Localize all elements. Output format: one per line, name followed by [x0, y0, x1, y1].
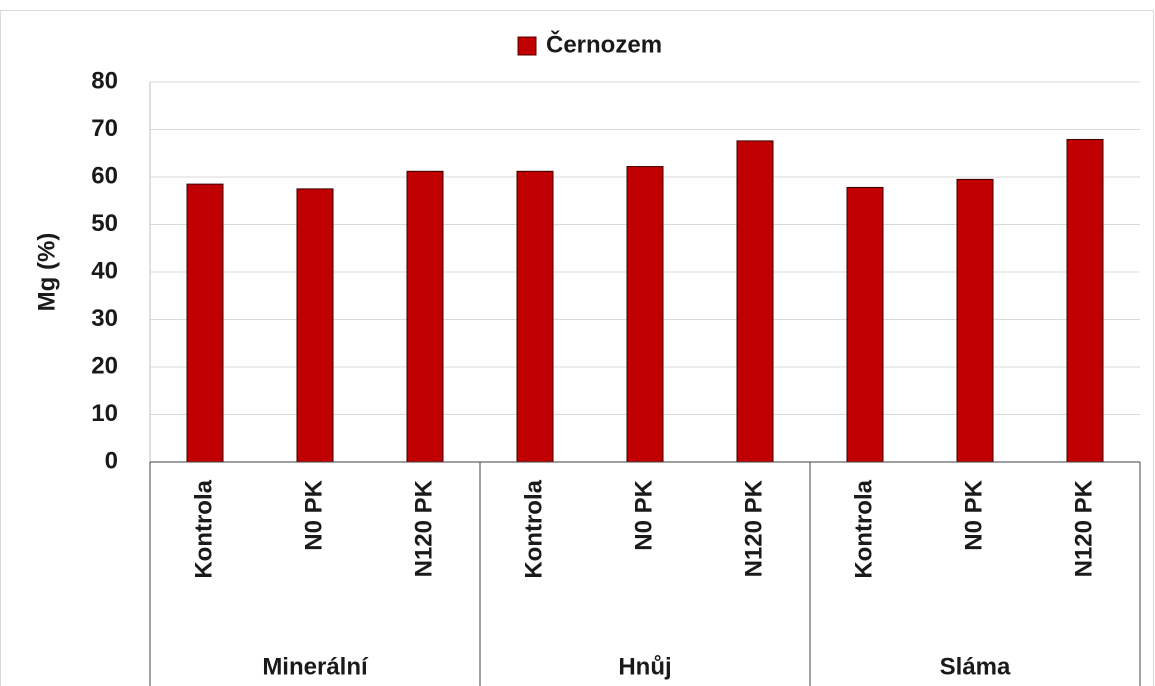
bar: [736, 140, 774, 463]
bar: [186, 183, 224, 463]
x-tick-label: Kontrola: [850, 479, 877, 578]
chart-border: [0, 10, 1154, 686]
bar: [296, 188, 334, 463]
group-label: Hnůj: [618, 653, 671, 680]
x-tick-label: N0 PK: [630, 479, 657, 550]
x-tick-label: Kontrola: [190, 479, 217, 578]
y-tick-label: 10: [91, 400, 118, 427]
bar: [1066, 138, 1104, 463]
bar: [956, 178, 994, 463]
x-tick-label: N120 PK: [410, 479, 437, 577]
bar: [626, 166, 664, 463]
legend-swatch: [517, 36, 537, 56]
y-tick-label: 40: [91, 257, 118, 284]
y-axis-label: Mg (%): [33, 233, 60, 312]
bar: [406, 170, 444, 463]
y-tick-label: 0: [105, 447, 118, 474]
group-label: Minerální: [262, 653, 369, 680]
y-tick-label: 20: [91, 352, 118, 379]
x-tick-label: N0 PK: [960, 479, 987, 550]
legend-label: Černozem: [546, 30, 662, 58]
x-tick-label: N120 PK: [740, 479, 767, 577]
y-tick-label: 80: [91, 67, 118, 94]
bar: [846, 186, 884, 463]
y-tick-label: 60: [91, 162, 118, 189]
group-label: Sláma: [940, 653, 1011, 680]
y-tick-label: 50: [91, 210, 118, 237]
x-tick-label: Kontrola: [520, 479, 547, 578]
bar: [516, 170, 554, 463]
x-tick-label: N120 PK: [1070, 479, 1097, 577]
y-tick-label: 30: [91, 305, 118, 332]
y-tick-label: 70: [91, 115, 118, 142]
x-tick-label: N0 PK: [300, 479, 327, 550]
